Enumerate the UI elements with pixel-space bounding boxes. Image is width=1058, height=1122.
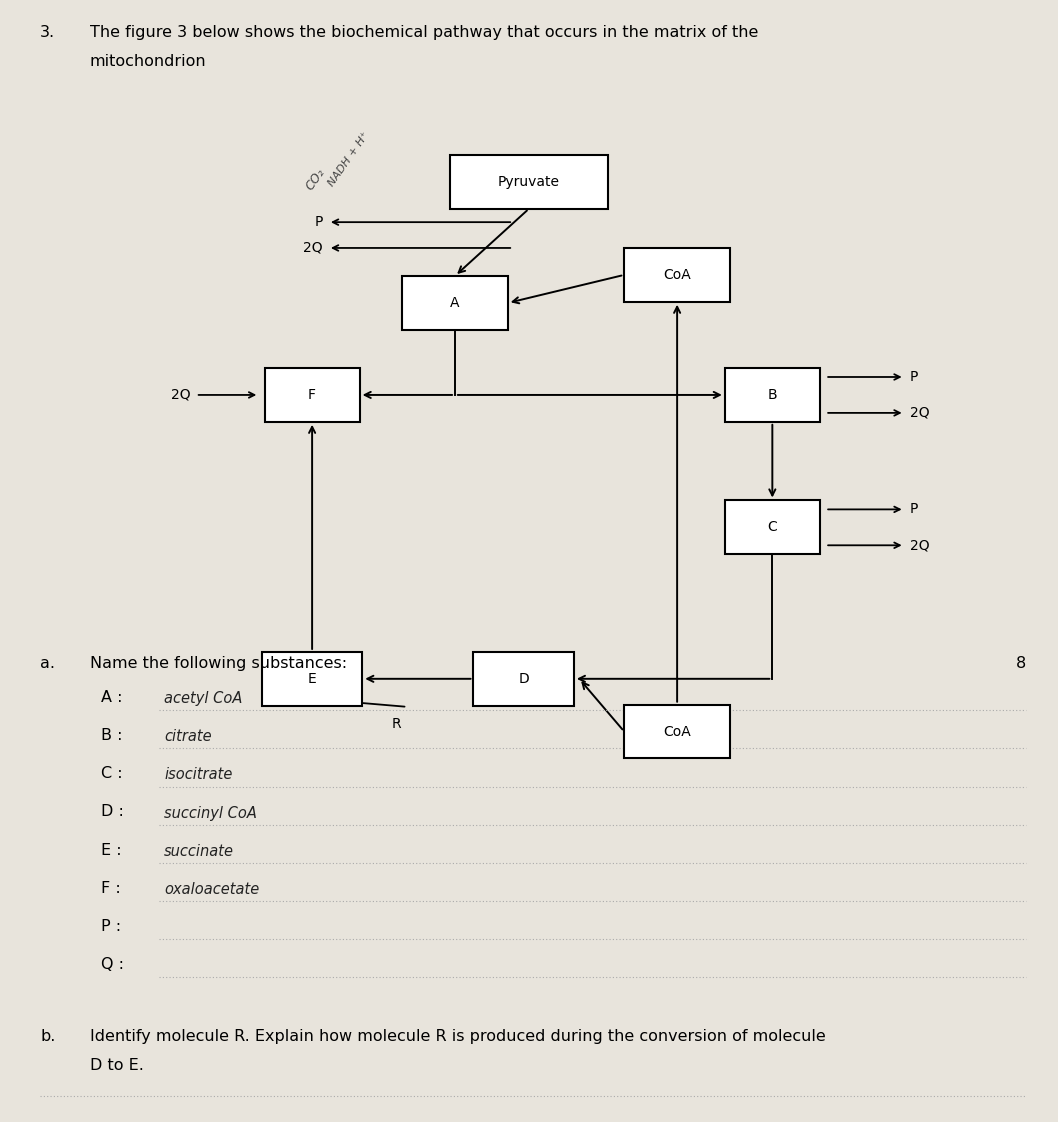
- Text: B :: B :: [101, 728, 122, 743]
- Text: Name the following substances:: Name the following substances:: [90, 656, 347, 671]
- Text: 2Q: 2Q: [303, 241, 323, 255]
- Text: CoA: CoA: [663, 725, 691, 738]
- Text: The figure 3 below shows the biochemical pathway that occurs in the matrix of th: The figure 3 below shows the biochemical…: [90, 25, 759, 39]
- Text: a.: a.: [40, 656, 55, 671]
- Text: 2Q: 2Q: [170, 388, 190, 402]
- Text: P: P: [910, 503, 918, 516]
- Text: R: R: [391, 717, 402, 730]
- Text: Identify molecule R. Explain how molecule R is produced during the conversion of: Identify molecule R. Explain how molecul…: [90, 1029, 825, 1043]
- Text: F :: F :: [101, 881, 121, 895]
- Text: CoA: CoA: [663, 268, 691, 282]
- Text: C :: C :: [101, 766, 122, 781]
- Text: Pyruvate: Pyruvate: [498, 175, 560, 188]
- Text: isocitrate: isocitrate: [164, 767, 233, 782]
- Text: mitochondrion: mitochondrion: [90, 54, 206, 68]
- Text: succinyl CoA: succinyl CoA: [164, 806, 257, 820]
- Text: A: A: [451, 296, 459, 310]
- Text: CO₂: CO₂: [304, 166, 327, 193]
- FancyBboxPatch shape: [624, 705, 730, 758]
- FancyBboxPatch shape: [725, 500, 820, 554]
- Text: P: P: [314, 215, 323, 229]
- FancyBboxPatch shape: [725, 368, 820, 422]
- Text: E: E: [308, 672, 316, 686]
- Text: D :: D :: [101, 804, 124, 819]
- Text: F: F: [308, 388, 316, 402]
- FancyBboxPatch shape: [474, 652, 574, 706]
- Text: 3.: 3.: [40, 25, 55, 39]
- FancyBboxPatch shape: [402, 276, 508, 330]
- Text: D to E.: D to E.: [90, 1058, 144, 1073]
- Text: succinate: succinate: [164, 844, 234, 858]
- Text: 8: 8: [1016, 656, 1026, 671]
- Text: citrate: citrate: [164, 729, 212, 744]
- Text: C: C: [767, 521, 778, 534]
- FancyBboxPatch shape: [450, 155, 608, 209]
- Text: 2Q: 2Q: [910, 539, 930, 552]
- Text: A :: A :: [101, 690, 122, 705]
- Text: P: P: [910, 370, 918, 384]
- Text: B: B: [767, 388, 778, 402]
- Text: P :: P :: [101, 919, 121, 934]
- Text: NADH + H⁺: NADH + H⁺: [327, 130, 371, 188]
- Text: oxaloacetate: oxaloacetate: [164, 882, 259, 896]
- Text: E :: E :: [101, 843, 121, 857]
- Text: b.: b.: [40, 1029, 56, 1043]
- FancyBboxPatch shape: [264, 368, 360, 422]
- Text: acetyl CoA: acetyl CoA: [164, 691, 242, 706]
- Text: D: D: [518, 672, 529, 686]
- FancyBboxPatch shape: [262, 652, 362, 706]
- Text: Q :: Q :: [101, 957, 124, 972]
- Text: 2Q: 2Q: [910, 406, 930, 420]
- FancyBboxPatch shape: [624, 248, 730, 302]
